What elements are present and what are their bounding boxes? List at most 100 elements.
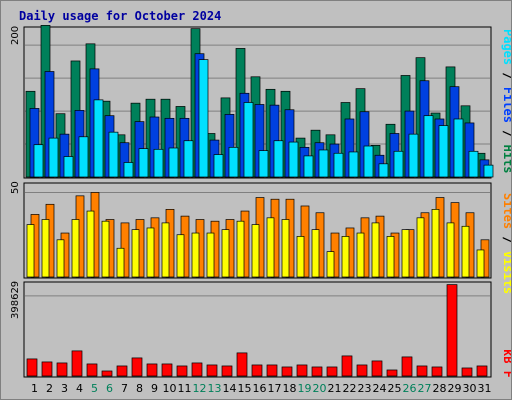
x-axis-labels: 1 2 3 4 5 6 7 8 9 10 11 12 13 14 15 16 17 18 19 20 21 22 23 24 2… (31, 382, 492, 395)
bar-visits-15 (236, 220, 245, 278)
bar-visits-27 (416, 217, 425, 278)
bar-kb-f-11 (176, 365, 188, 377)
middle-panel-ytick: 50 (10, 181, 21, 194)
bar-pages-19 (303, 155, 314, 178)
bar-pages-27 (423, 115, 434, 178)
bar-visits-16 (251, 224, 260, 278)
bar-pages-7 (123, 162, 134, 178)
bar-kb-f-19 (296, 364, 308, 377)
bar-pages-31 (483, 164, 494, 178)
x-tick-label: 23 (358, 382, 372, 395)
bar-kb-f-17 (266, 364, 278, 377)
bar-visits-28 (431, 209, 440, 278)
bar-pages-2 (48, 137, 59, 178)
top-panel-legend: Pages / Files / Hits (501, 29, 511, 174)
bar-visits-9 (146, 227, 155, 278)
legend-entry: / (501, 229, 511, 251)
bar-pages-22 (348, 151, 359, 178)
legend-entry: Visits (501, 251, 511, 294)
bar-pages-21 (333, 152, 344, 178)
bar-visits-20 (311, 229, 320, 278)
x-tick-label: 17 (268, 382, 282, 395)
bar-kb-f-7 (116, 365, 128, 377)
bar-kb-f-30 (461, 367, 473, 377)
bar-pages-4 (78, 136, 89, 178)
bar-visits-22 (341, 236, 350, 278)
bar-visits-19 (296, 236, 305, 278)
bar-visits-5 (86, 210, 95, 278)
x-tick-label: 14 (223, 382, 237, 395)
x-tick-label: 26 (403, 382, 417, 395)
bar-visits-30 (461, 225, 470, 278)
chart-title: Daily usage for October 2024 (19, 9, 221, 23)
legend-entry: / (501, 65, 511, 87)
bar-kb-f-18 (281, 366, 293, 377)
x-tick-label: 31 (478, 382, 492, 395)
bar-pages-17 (273, 140, 284, 178)
x-tick-label: 4 (76, 382, 83, 395)
bars (25, 25, 494, 377)
x-tick-label: 15 (238, 382, 252, 395)
bar-kb-f-28 (431, 366, 443, 377)
bar-pages-23 (363, 145, 374, 178)
bar-visits-11 (176, 234, 185, 278)
bar-pages-11 (183, 140, 194, 178)
x-tick-label: 21 (328, 382, 342, 395)
bar-kb-f-31 (476, 365, 488, 377)
bar-pages-10 (168, 147, 179, 178)
x-tick-label: 10 (163, 382, 177, 395)
x-tick-label: 8 (136, 382, 143, 395)
x-tick-label: 30 (463, 382, 477, 395)
bar-visits-4 (71, 219, 80, 278)
middle-panel-legend: Sites / Visits (501, 193, 511, 294)
bar-pages-16 (258, 150, 269, 178)
x-tick-label: 3 (61, 382, 68, 395)
bar-visits-1 (26, 224, 35, 278)
bar-visits-29 (446, 222, 455, 278)
bar-kb-f-5 (86, 363, 98, 377)
bar-pages-6 (108, 131, 119, 178)
bar-visits-10 (161, 222, 170, 278)
bar-kb-f-14 (221, 365, 233, 377)
bar-kb-f-15 (236, 352, 248, 377)
x-tick-label: 1 (31, 382, 38, 395)
bar-pages-30 (468, 150, 479, 178)
bar-visits-6 (101, 220, 110, 278)
legend-entry: Sites (501, 193, 511, 229)
x-tick-label: 24 (373, 382, 387, 395)
bar-kb-f-23 (356, 364, 368, 377)
bar-kb-f-1 (26, 358, 38, 377)
x-tick-label: 22 (343, 382, 357, 395)
bar-kb-f-13 (206, 364, 218, 377)
legend-entry: Hits (501, 145, 511, 174)
bar-visits-13 (206, 232, 215, 278)
bar-pages-13 (213, 154, 224, 178)
x-tick-label: 11 (178, 382, 192, 395)
bar-pages-20 (318, 149, 329, 178)
x-tick-label: 29 (448, 382, 462, 395)
bar-visits-23 (356, 232, 365, 278)
bar-visits-14 (221, 229, 230, 278)
x-tick-label: 16 (253, 382, 267, 395)
bar-visits-17 (266, 217, 275, 278)
bar-pages-1 (33, 144, 44, 178)
bar-kb-f-3 (56, 362, 68, 377)
bar-visits-25 (386, 236, 395, 278)
x-tick-label: 13 (208, 382, 222, 395)
bar-kb-f-20 (311, 366, 323, 377)
legend-entry: / (501, 123, 511, 145)
bar-pages-12 (198, 59, 209, 178)
bar-pages-29 (453, 118, 464, 178)
bar-kb-f-12 (191, 362, 203, 377)
bottom-panel (23, 281, 492, 378)
bar-pages-8 (138, 148, 149, 178)
bar-kb-f-29 (446, 284, 458, 377)
x-tick-label: 12 (193, 382, 207, 395)
top-panel-ytick: 200 (10, 26, 21, 45)
bar-kb-f-4 (71, 350, 83, 377)
bar-kb-f-8 (131, 357, 143, 377)
bar-kb-f-9 (146, 363, 158, 377)
bottom-panel-ytick: 398629 (10, 281, 21, 319)
